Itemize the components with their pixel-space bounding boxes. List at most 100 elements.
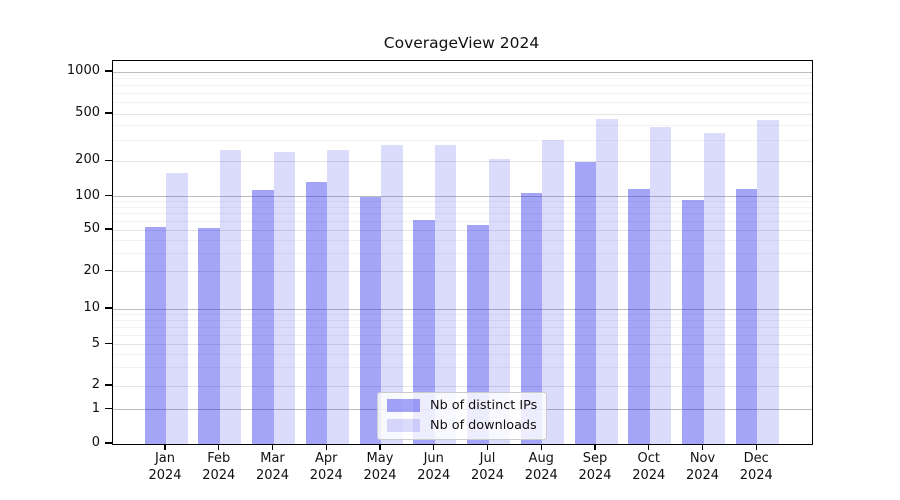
x-tick-mark <box>325 444 327 451</box>
gridline-minor <box>113 206 812 208</box>
legend-item: Nb of distinct IPs <box>387 398 537 413</box>
x-tick-label-may: May 2024 <box>363 451 397 483</box>
legend: Nb of distinct IPs Nb of downloads <box>377 392 548 440</box>
y-tick-label: 0 <box>91 435 100 450</box>
x-tick-label-mar: Mar 2024 <box>255 451 290 483</box>
bar-distinct-ips-sep <box>574 162 596 444</box>
x-tick-mark <box>540 444 542 451</box>
gridline-mid <box>113 160 812 162</box>
gridline-minor <box>113 313 812 315</box>
y-tick-mark <box>105 442 112 444</box>
x-tick-mark <box>648 444 650 451</box>
x-tick-label-sep: Sep 2024 <box>578 451 612 483</box>
gridline-minor <box>113 367 812 369</box>
bar-downloads-apr <box>327 149 349 444</box>
chart-title: CoverageView 2024 <box>383 34 540 52</box>
y-tick-label: 100 <box>75 187 100 203</box>
y-tick-label: 1 <box>91 400 100 416</box>
x-tick-label-nov: Nov 2024 <box>685 451 720 483</box>
legend-swatch-icon <box>387 399 420 412</box>
legend-label: Nb of distinct IPs <box>430 398 538 413</box>
bar-downloads-sep <box>596 118 618 444</box>
y-tick-label: 500 <box>75 105 100 120</box>
y-tick-mark <box>105 159 112 161</box>
x-tick-mark <box>433 444 435 451</box>
y-tick-label: 10 <box>83 300 100 315</box>
x-tick-mark <box>379 444 381 451</box>
bar-downloads-nov <box>703 133 725 444</box>
bar-downloads-jul <box>488 159 510 444</box>
gridline-major <box>113 196 812 198</box>
bar-distinct-ips-mar <box>252 190 274 444</box>
bar-distinct-ips-dec <box>735 188 758 444</box>
gridline-minor <box>113 139 812 141</box>
legend-swatch-icon <box>387 419 420 432</box>
gridline-major <box>113 308 812 310</box>
x-tick-mark <box>164 444 166 451</box>
x-tick-mark <box>701 444 704 451</box>
gridline-minor <box>113 252 812 254</box>
x-tick-mark <box>755 444 757 451</box>
gridline-mid <box>113 385 812 387</box>
gridline-minor <box>113 334 812 336</box>
y-tick-mark <box>105 342 112 345</box>
y-tick-mark <box>105 269 112 272</box>
legend-item: Nb of downloads <box>387 418 537 433</box>
gridline-mid <box>113 113 812 115</box>
x-tick-label-apr: Apr 2024 <box>309 451 343 483</box>
gridline-minor <box>113 77 812 79</box>
plot-area <box>112 60 813 445</box>
x-tick-mark <box>594 444 596 451</box>
y-tick-label: 1000 <box>66 63 100 78</box>
x-tick-mark <box>271 444 274 451</box>
gridline-mid <box>113 344 812 345</box>
y-tick-label: 5 <box>91 335 100 351</box>
bar-distinct-ips-jul <box>467 224 489 444</box>
gridline-minor <box>113 85 812 87</box>
y-tick-mark <box>105 307 112 309</box>
gridline-minor <box>113 102 812 104</box>
bar-downloads-feb <box>219 150 242 444</box>
bar-downloads-mar <box>273 151 295 444</box>
gridline-minor <box>113 354 812 356</box>
gridline-mid <box>113 271 812 272</box>
bar-downloads-dec <box>757 120 779 444</box>
gridline-mid <box>113 229 812 231</box>
y-tick-mark <box>105 195 112 197</box>
x-tick-label-jun: Jun 2024 <box>417 451 451 483</box>
bar-distinct-ips-oct <box>628 189 650 444</box>
y-tick-mark <box>105 228 112 230</box>
bar-distinct-ips-jan <box>144 227 166 444</box>
y-tick-mark <box>105 112 112 114</box>
x-tick-label-jan: Jan 2024 <box>148 451 182 483</box>
x-tick-mark <box>486 444 489 451</box>
bar-distinct-ips-aug <box>520 192 543 444</box>
legend-label: Nb of downloads <box>430 418 537 433</box>
bar-downloads-aug <box>542 140 564 444</box>
y-tick-mark <box>105 384 112 386</box>
gridline-major <box>113 71 812 73</box>
x-tick-mark <box>218 444 220 451</box>
gridline-minor <box>113 125 812 127</box>
bar-distinct-ips-feb <box>198 228 220 444</box>
bar-distinct-ips-jun <box>413 219 435 444</box>
bar-downloads-jan <box>166 172 188 444</box>
y-tick-label: 20 <box>83 262 100 278</box>
y-tick-label: 2 <box>91 377 100 392</box>
gridline-minor <box>113 220 812 222</box>
x-tick-label-dec: Dec 2024 <box>739 451 773 483</box>
bar-downloads-oct <box>649 127 672 444</box>
gridline-minor <box>113 93 812 95</box>
x-tick-label-aug: Aug 2024 <box>524 451 558 483</box>
x-tick-label-oct: Oct 2024 <box>632 451 666 483</box>
bar-distinct-ips-nov <box>682 199 704 444</box>
x-tick-label-feb: Feb 2024 <box>202 451 236 483</box>
gridline-minor <box>113 239 812 241</box>
bar-downloads-may <box>381 144 403 444</box>
y-tick-mark <box>105 407 112 410</box>
gridline-minor <box>113 201 812 203</box>
gridline-minor <box>113 319 812 321</box>
bar-downloads-jun <box>434 144 457 444</box>
bar-distinct-ips-apr <box>305 182 328 444</box>
